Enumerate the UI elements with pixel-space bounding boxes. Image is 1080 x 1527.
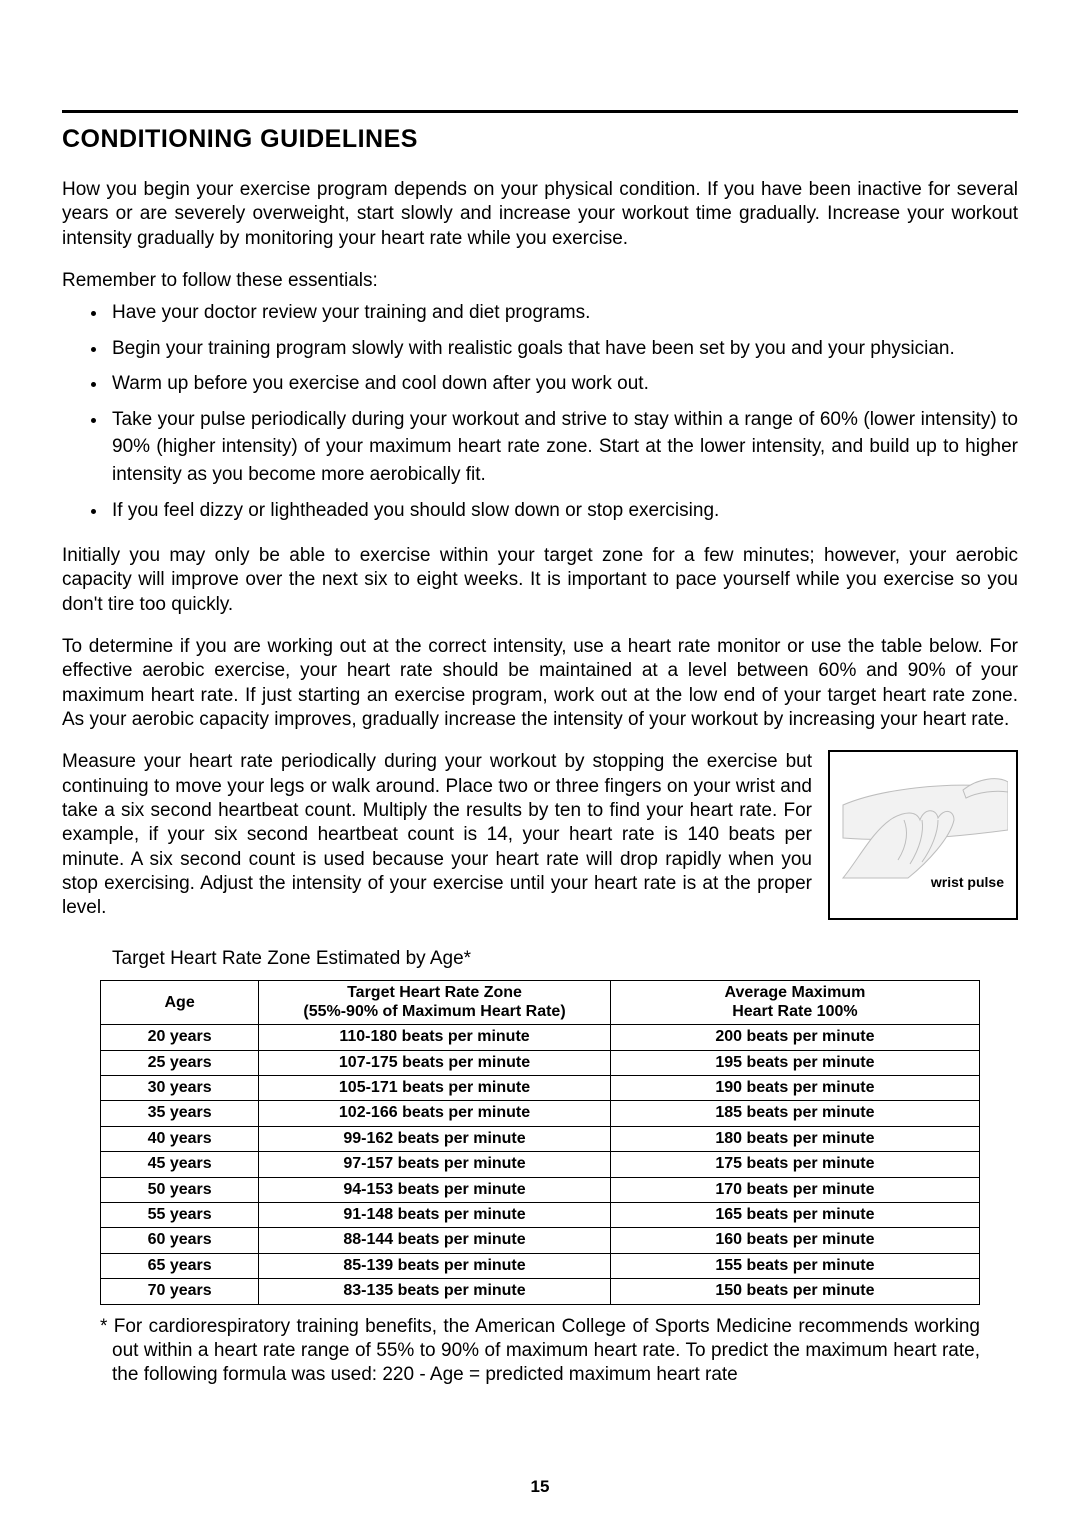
cell-target: 97-157 beats per minute <box>259 1152 611 1177</box>
col-max-line1: Average Maximum <box>725 984 866 1001</box>
cell-max: 185 beats per minute <box>610 1101 979 1126</box>
page-title: CONDITIONING GUIDELINES <box>62 125 1018 154</box>
col-age: Age <box>101 981 259 1025</box>
table-row: 60 years88-144 beats per minute160 beats… <box>101 1228 980 1253</box>
table-row: 35 years102-166 beats per minute185 beat… <box>101 1101 980 1126</box>
page-number: 15 <box>0 1477 1080 1497</box>
list-item: Warm up before you exercise and cool dow… <box>108 370 1018 398</box>
cell-max: 200 beats per minute <box>610 1025 979 1050</box>
document-page: CONDITIONING GUIDELINES How you begin yo… <box>0 0 1080 1527</box>
intro-paragraph: How you begin your exercise program depe… <box>62 178 1018 251</box>
wrist-pulse-figure: wrist pulse <box>828 750 1018 920</box>
essentials-list: Have your doctor review your training an… <box>62 299 1018 524</box>
cell-age: 50 years <box>101 1177 259 1202</box>
cell-max: 180 beats per minute <box>610 1126 979 1151</box>
cell-age: 25 years <box>101 1050 259 1075</box>
cell-target: 94-153 beats per minute <box>259 1177 611 1202</box>
cell-target: 91-148 beats per minute <box>259 1202 611 1227</box>
heart-rate-table: Age Target Heart Rate Zone (55%-90% of M… <box>100 980 980 1304</box>
measure-paragraph: Measure your heart rate periodically dur… <box>62 750 812 920</box>
top-rule <box>62 110 1018 113</box>
cell-target: 88-144 beats per minute <box>259 1228 611 1253</box>
footnote: * For cardiorespiratory training benefit… <box>100 1315 980 1388</box>
col-target-line1: Target Heart Rate Zone <box>347 984 522 1001</box>
cell-age: 60 years <box>101 1228 259 1253</box>
determine-paragraph: To determine if you are working out at t… <box>62 635 1018 732</box>
wrist-pulse-icon <box>838 760 1008 890</box>
cell-age: 55 years <box>101 1202 259 1227</box>
cell-age: 45 years <box>101 1152 259 1177</box>
cell-max: 150 beats per minute <box>610 1279 979 1304</box>
col-target: Target Heart Rate Zone (55%-90% of Maxim… <box>259 981 611 1025</box>
cell-target: 110-180 beats per minute <box>259 1025 611 1050</box>
list-item: Begin your training program slowly with … <box>108 335 1018 363</box>
cell-age: 30 years <box>101 1076 259 1101</box>
table-caption: Target Heart Rate Zone Estimated by Age* <box>112 948 1018 970</box>
col-age-label: Age <box>164 994 194 1011</box>
cell-age: 70 years <box>101 1279 259 1304</box>
col-max: Average Maximum Heart Rate 100% <box>610 981 979 1025</box>
table-row: 45 years97-157 beats per minute175 beats… <box>101 1152 980 1177</box>
cell-target: 83-135 beats per minute <box>259 1279 611 1304</box>
measure-section: Measure your heart rate periodically dur… <box>62 750 1018 920</box>
cell-age: 40 years <box>101 1126 259 1151</box>
cell-target: 85-139 beats per minute <box>259 1253 611 1278</box>
cell-max: 155 beats per minute <box>610 1253 979 1278</box>
table-row: 55 years91-148 beats per minute165 beats… <box>101 1202 980 1227</box>
initial-paragraph: Initially you may only be able to exerci… <box>62 544 1018 617</box>
cell-target: 105-171 beats per minute <box>259 1076 611 1101</box>
table-row: 25 years107-175 beats per minute195 beat… <box>101 1050 980 1075</box>
col-max-line2: Heart Rate 100% <box>732 1003 857 1020</box>
table-body: 20 years110-180 beats per minute200 beat… <box>101 1025 980 1304</box>
cell-age: 65 years <box>101 1253 259 1278</box>
table-row: 65 years85-139 beats per minute155 beats… <box>101 1253 980 1278</box>
essentials-lead: Remember to follow these essentials: <box>62 269 1018 293</box>
table-header-row: Age Target Heart Rate Zone (55%-90% of M… <box>101 981 980 1025</box>
cell-target: 99-162 beats per minute <box>259 1126 611 1151</box>
table-row: 20 years110-180 beats per minute200 beat… <box>101 1025 980 1050</box>
cell-max: 165 beats per minute <box>610 1202 979 1227</box>
list-item: Take your pulse periodically during your… <box>108 406 1018 489</box>
col-target-line2: (55%-90% of Maximum Heart Rate) <box>303 1003 565 1020</box>
table-row: 30 years105-171 beats per minute190 beat… <box>101 1076 980 1101</box>
cell-max: 190 beats per minute <box>610 1076 979 1101</box>
cell-max: 195 beats per minute <box>610 1050 979 1075</box>
cell-max: 160 beats per minute <box>610 1228 979 1253</box>
table-row: 40 years99-162 beats per minute180 beats… <box>101 1126 980 1151</box>
cell-target: 102-166 beats per minute <box>259 1101 611 1126</box>
list-item: Have your doctor review your training an… <box>108 299 1018 327</box>
cell-age: 20 years <box>101 1025 259 1050</box>
table-row: 70 years83-135 beats per minute150 beats… <box>101 1279 980 1304</box>
list-item: If you feel dizzy or lightheaded you sho… <box>108 497 1018 525</box>
wrist-pulse-label: wrist pulse <box>931 874 1004 890</box>
table-row: 50 years94-153 beats per minute170 beats… <box>101 1177 980 1202</box>
cell-max: 175 beats per minute <box>610 1152 979 1177</box>
cell-max: 170 beats per minute <box>610 1177 979 1202</box>
cell-target: 107-175 beats per minute <box>259 1050 611 1075</box>
heart-rate-table-wrap: Age Target Heart Rate Zone (55%-90% of M… <box>100 980 980 1304</box>
cell-age: 35 years <box>101 1101 259 1126</box>
